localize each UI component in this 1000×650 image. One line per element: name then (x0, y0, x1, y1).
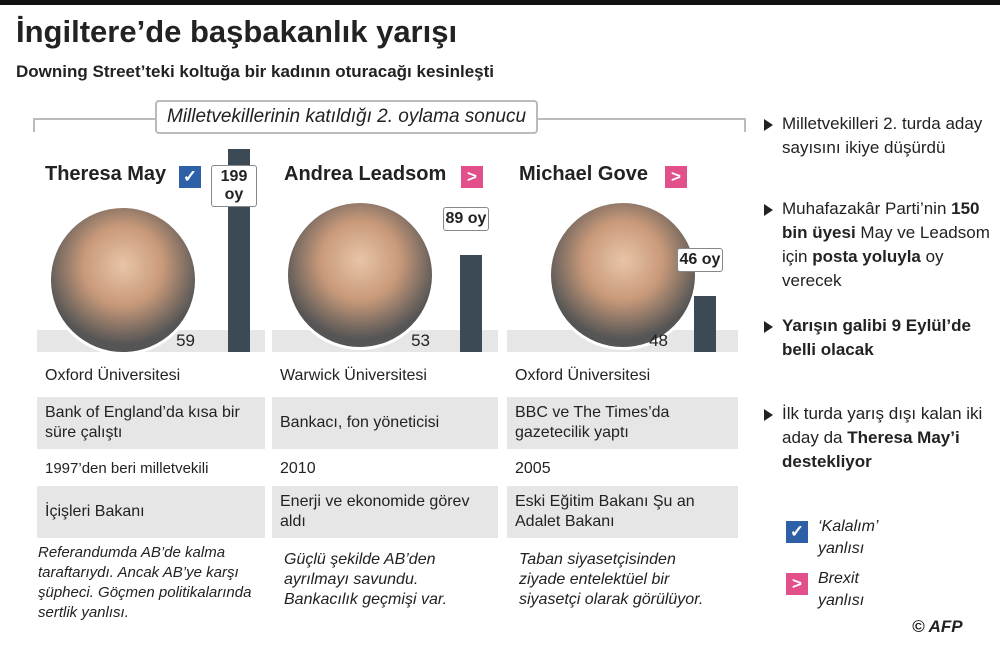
career: Bank of England’da kısa bir süre çalıştı (37, 397, 265, 449)
note-text: posta yoluyla (812, 247, 921, 266)
photo (548, 200, 698, 350)
note-text: May ve Leadsom için (782, 223, 990, 266)
note-text: Muhafazakâr Parti’nin (782, 199, 952, 218)
since: 1997’den beri milletvekili (45, 460, 209, 477)
vote-bar (460, 254, 482, 352)
note-text: Yarışın galibi 9 Eylül’de belli olacak (782, 316, 971, 359)
role: Enerji ve ekonomide görev aldı (272, 486, 498, 538)
note-text: Milletvekilleri 2. turda aday sayısını i… (782, 114, 983, 157)
brexit-icon: > (665, 166, 687, 188)
university: Warwick Üniversitesi (280, 367, 427, 384)
title: İngiltere’de başbakanlık yarışı (16, 14, 458, 49)
bullet (764, 119, 773, 131)
vote-label: 89 oy (443, 206, 489, 231)
note: Yarışın galibi 9 Eylül’de belli olacak (782, 314, 992, 362)
role: İçişleri Bakanı (37, 486, 265, 538)
photo (48, 205, 198, 355)
candidate-name: Michael Gove (519, 163, 648, 185)
note: Muhafazakâr Parti’nin 150 bin üyesi May … (782, 197, 992, 293)
university: Oxford Üniversitesi (45, 367, 181, 384)
note: İlk turda yarış dışı kalan iki aday da T… (782, 402, 992, 474)
remain-icon: ✓ (786, 521, 808, 543)
vote-label: 199 oy (211, 165, 257, 207)
since: 2005 (515, 460, 551, 477)
vote-bar (694, 295, 716, 352)
career: Bankacı, fon yöneticisi (272, 397, 498, 449)
credit: © AFP (912, 617, 963, 636)
brexit-icon: > (461, 166, 483, 188)
university: Oxford Üniversitesi (515, 367, 651, 384)
stance: Güçlü şekilde AB’den ayrılmayı savundu. … (284, 551, 448, 608)
note: Milletvekilleri 2. turda aday sayısını i… (782, 112, 992, 160)
candidate-name: Andrea Leadsom (284, 163, 447, 185)
note-text: İlk turda yarış dışı kalan iki aday da (782, 404, 983, 447)
top-rule (0, 0, 1000, 5)
photo (285, 200, 435, 350)
brexit-icon: > (786, 573, 808, 595)
age: 59 (176, 331, 195, 350)
since: 2010 (280, 460, 316, 477)
bullet (764, 204, 773, 216)
remain-icon: ✓ (179, 166, 201, 188)
age: 53 (411, 331, 430, 350)
legend-label: Brexit yanlısı (818, 570, 865, 609)
stance: Taban siyasetçisinden ziyade entelektüel… (519, 551, 704, 608)
note-text: Theresa May’i destekliyor (782, 428, 960, 471)
note-text: oy verecek (782, 247, 944, 290)
career: BBC ve The Times’da gazetecilik yaptı (507, 397, 738, 449)
vote-label: 46 oy (677, 247, 723, 272)
subtitle: Downing Street’teki koltuğa bir kadının … (16, 62, 494, 81)
age: 48 (649, 331, 668, 350)
legend-label: ‘Kalalım’ yanlısı (818, 518, 878, 557)
candidate-name: Theresa May (45, 163, 167, 185)
bullet (764, 321, 773, 333)
note-text: 150 bin üyesi (782, 199, 980, 242)
stance: Referandumda AB’de kalma taraftarıydı. A… (38, 544, 252, 621)
bullet (764, 409, 773, 421)
section-title: Milletvekillerinin katıldığı 2. oylama s… (155, 100, 539, 134)
role: Eski Eğitim Bakanı Şu an Adalet Bakanı (507, 486, 738, 538)
